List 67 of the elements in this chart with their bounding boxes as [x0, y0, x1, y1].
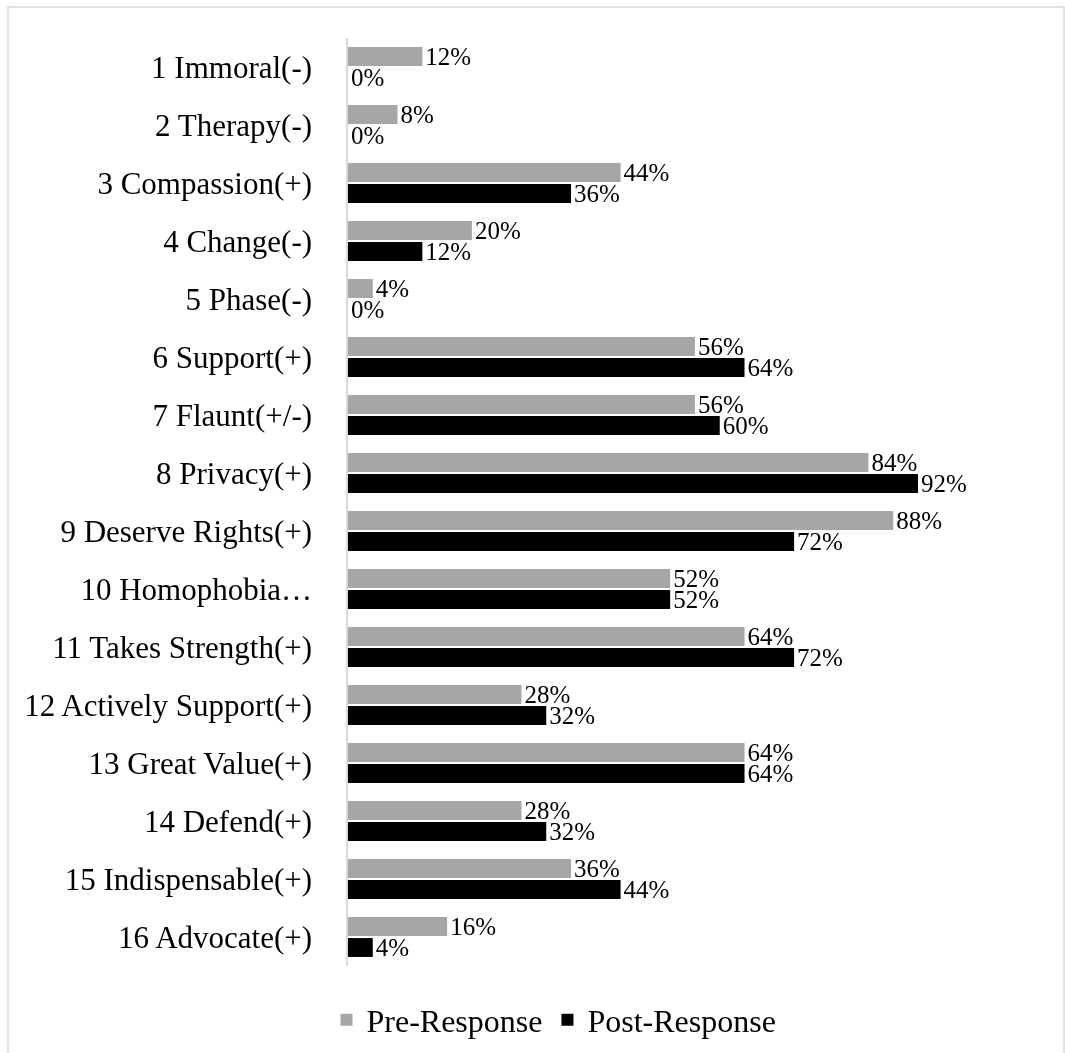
y-tick-label: 2 Therapy(-) — [155, 107, 313, 143]
bar — [348, 105, 398, 124]
data-label: 92% — [921, 470, 967, 497]
bar — [348, 511, 894, 530]
bar — [348, 590, 671, 609]
bar — [348, 184, 572, 203]
y-tick-label: 8 Privacy(+) — [155, 455, 313, 491]
bar — [348, 47, 423, 66]
bar — [348, 648, 795, 667]
bar — [348, 242, 423, 261]
data-label: 44% — [623, 159, 670, 186]
data-label: 72% — [797, 528, 843, 555]
data-label: 56% — [697, 333, 744, 360]
data-label: 88% — [896, 507, 943, 534]
data-label: 0% — [351, 64, 385, 91]
y-tick-label: 4 Change(-) — [163, 223, 313, 259]
bar — [348, 859, 572, 878]
data-label: 84% — [871, 449, 918, 476]
y-tick-label: 9 Deserve Rights(+) — [60, 513, 313, 549]
bar — [348, 743, 745, 762]
data-label: 36% — [574, 180, 620, 207]
bar — [348, 221, 472, 240]
y-tick-label: 13 Great Value(+) — [88, 745, 313, 781]
bar — [348, 822, 547, 841]
data-label: 44% — [623, 876, 670, 903]
data-label: 8% — [400, 101, 434, 128]
legend-label: Pre-Response — [366, 1003, 543, 1040]
y-tick-label: 5 Phase(-) — [185, 281, 313, 317]
data-label: 0% — [351, 122, 385, 149]
data-label: 12% — [425, 43, 472, 70]
bar — [348, 279, 373, 298]
y-tick-label: 11 Takes Strength(+) — [52, 629, 313, 665]
bar — [348, 917, 448, 936]
y-tick-label: 12 Actively Support(+) — [24, 687, 313, 723]
data-label: 72% — [797, 644, 843, 671]
data-label: 20% — [474, 217, 521, 244]
y-tick-label: 10 Homophobia… — [80, 571, 313, 607]
bar — [348, 627, 745, 646]
y-tick-label: 14 Defend(+) — [143, 803, 313, 839]
y-tick-label: 3 Compassion(+) — [97, 165, 313, 201]
bar — [348, 938, 373, 957]
bar — [348, 358, 745, 377]
y-tick-label: 15 Indispensable(+) — [64, 861, 313, 897]
bar — [348, 801, 522, 820]
y-tick-label: 7 Flaunt(+/-) — [152, 397, 313, 433]
bar — [348, 395, 695, 414]
data-label: 36% — [574, 855, 620, 882]
y-tick-label: 1 Immoral(-) — [151, 49, 313, 85]
legend-label: Post-Response — [587, 1003, 776, 1040]
bar — [348, 764, 745, 783]
bar — [348, 569, 671, 588]
y-tick-label: 16 Advocate(+) — [118, 919, 313, 955]
bar — [348, 685, 522, 704]
data-label: 16% — [450, 913, 496, 940]
bar — [348, 880, 621, 899]
bar — [348, 453, 869, 472]
bar — [348, 474, 918, 493]
bar — [348, 163, 621, 182]
bar — [348, 416, 720, 435]
data-label: 64% — [747, 354, 794, 381]
data-label: 64% — [747, 623, 794, 650]
y-tick-label: 6 Support(+) — [152, 339, 313, 375]
data-label: 12% — [425, 238, 472, 265]
bar — [348, 532, 795, 551]
bar — [348, 706, 547, 725]
bar — [348, 337, 695, 356]
data-label: 4% — [375, 934, 410, 961]
